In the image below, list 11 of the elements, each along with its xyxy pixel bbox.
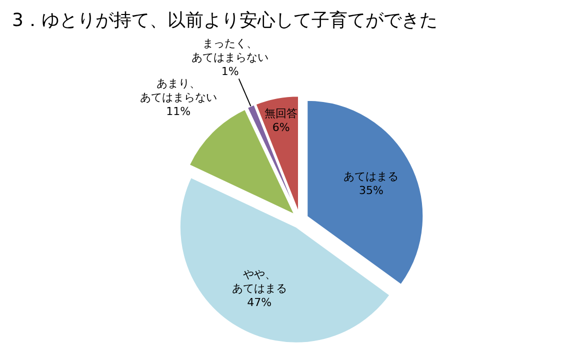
data-label: 1% (221, 65, 239, 78)
slice-label: まったく、あてはまらない (192, 37, 269, 64)
slice-label: あまり、あてはまらない (140, 77, 217, 104)
chart-title: 3．ゆとりが持て、以前より安心して子育てができた (12, 9, 438, 32)
data-label: 11% (166, 105, 191, 118)
slice-label: やや、あてはまる (232, 268, 287, 295)
slice-label: 無回答 (264, 106, 298, 120)
data-label: 35% (358, 184, 384, 197)
slice-label: あてはまる (344, 170, 399, 183)
data-label: 6% (272, 120, 290, 134)
data-label: 47% (247, 296, 272, 309)
